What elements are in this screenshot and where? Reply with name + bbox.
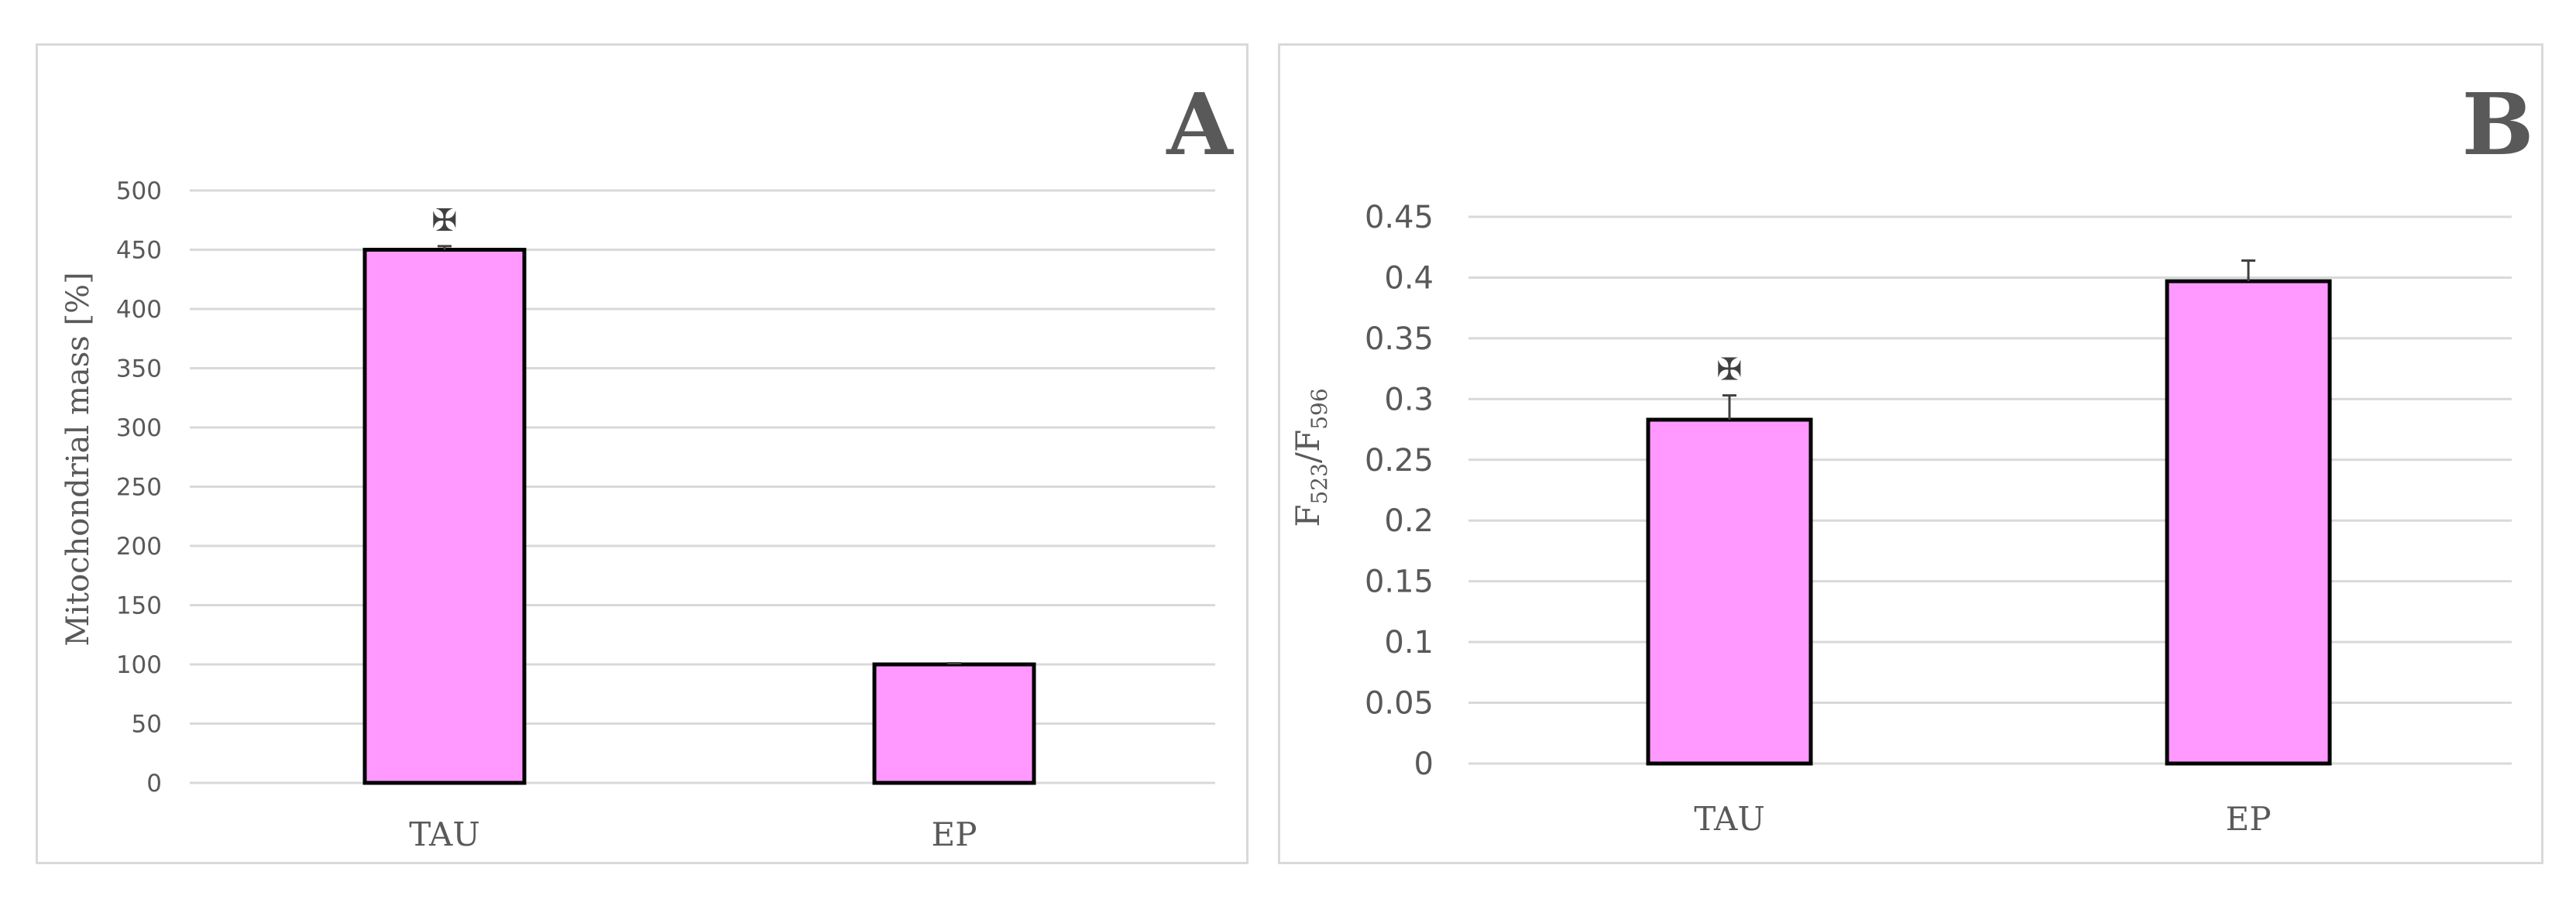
category-label: TAU	[1694, 800, 1764, 838]
y-tick-label: 200	[116, 533, 162, 561]
y-tick-label: 0.05	[1365, 686, 1434, 722]
y-tick-label: 0.25	[1365, 443, 1434, 479]
y-tick-label: 450	[116, 236, 162, 264]
bar-ep	[2165, 279, 2332, 766]
y-tick-label: 0.45	[1365, 200, 1434, 235]
bar-tau	[362, 248, 527, 785]
y-tick-label: 0.1	[1384, 625, 1434, 661]
y-axis-title-a: Mitochondrial mass [%]	[60, 272, 96, 647]
y-tick-label: 0.15	[1365, 565, 1434, 600]
bar-tau	[1646, 417, 1813, 766]
y-tick-label: 350	[116, 355, 162, 383]
y-tick-label: 250	[116, 473, 162, 501]
bar-ep	[872, 662, 1036, 785]
y-tick-label: 300	[116, 414, 162, 442]
panel-label-b: B	[2462, 74, 2534, 174]
y-tick-label: 0	[1414, 746, 1434, 782]
y-axis-title-sub2: 596	[1307, 388, 1332, 429]
chart-b-svg: B F523/F596 0 0.05 0.1 0.15 0.2 0.25 0.3 0.35 0.…	[1289, 74, 2534, 838]
significance-marker: ✠	[431, 203, 458, 239]
chart-a-svg: A Mitochondrial mass [%] 0 50 100 150 200 250…	[60, 74, 1234, 853]
y-axis-title-b: F523/F596	[1289, 388, 1332, 527]
y-tick-label: 0.35	[1365, 321, 1434, 357]
chart-panel-a: A Mitochondrial mass [%] 0 50 100 150 200 250…	[36, 43, 1249, 864]
y-tick-label: 500	[116, 177, 162, 205]
category-label: TAU	[409, 815, 479, 853]
y-tick-label: 0.3	[1384, 382, 1434, 417]
y-axis-title-f1: F	[1289, 505, 1327, 527]
y-tick-label: 150	[116, 592, 162, 619]
y-tick-label: 0.2	[1384, 503, 1434, 539]
y-tick-label: 0.4	[1384, 260, 1434, 296]
significance-marker: ✠	[1716, 352, 1743, 388]
category-label: EP	[2226, 800, 2272, 838]
y-tick-label: 400	[116, 296, 162, 324]
category-label: EP	[932, 815, 977, 853]
y-tick-label: 100	[116, 651, 162, 679]
y-axis-title-sub1: 523	[1307, 463, 1332, 504]
y-tick-label: 0	[146, 770, 162, 798]
y-axis-title-slash: /F	[1289, 430, 1327, 463]
panel-label-a: A	[1166, 74, 1234, 174]
y-tick-label: 50	[132, 710, 162, 738]
chart-panel-b: B F523/F596 0 0.05 0.1 0.15 0.2 0.25 0.3 0.35 0.…	[1278, 43, 2543, 864]
